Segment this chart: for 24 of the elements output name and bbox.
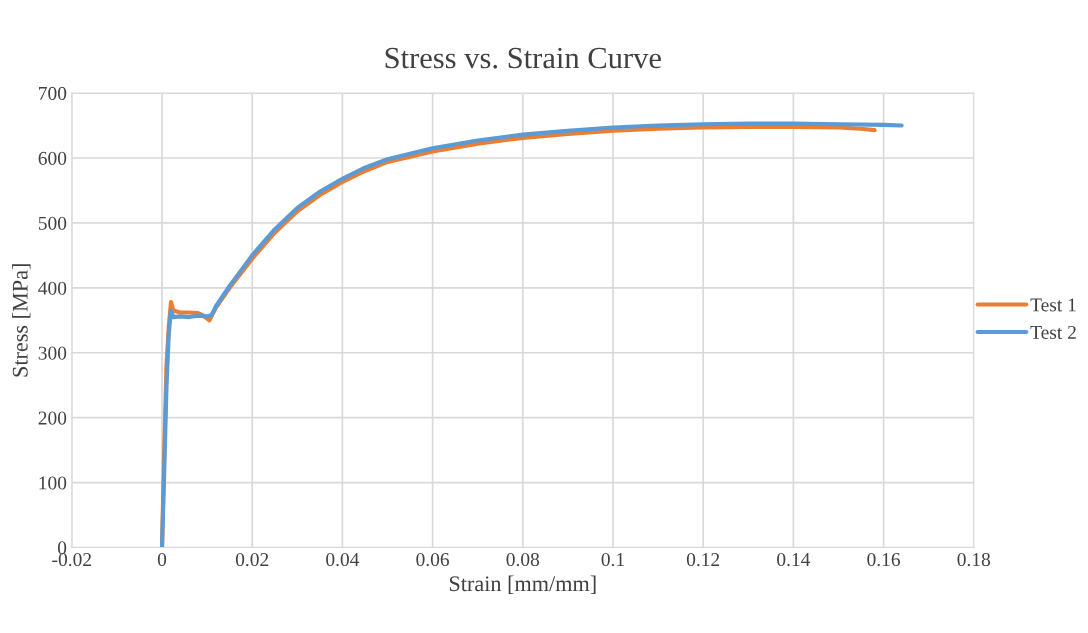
x-tick-label: -0.02 xyxy=(52,552,91,567)
y-tick-label: 700 xyxy=(39,86,67,100)
y-axis-title: Stress [MPa] xyxy=(12,264,31,377)
y-tick-label: 600 xyxy=(38,151,67,165)
y-tick-label: 200 xyxy=(38,411,67,425)
y-tick-label: 100 xyxy=(39,476,67,490)
x-tick-label: 0.14 xyxy=(777,552,811,567)
x-tick-label: 0.12 xyxy=(686,552,720,567)
x-tick-label: 0.1 xyxy=(601,552,624,567)
x-tick-label: 0.08 xyxy=(506,552,540,567)
y-tick-label: 300 xyxy=(38,346,67,360)
x-tick-label: 0.16 xyxy=(867,552,900,567)
x-tick-label: 0 xyxy=(157,552,167,567)
x-axis-title: Strain [mm/mm] xyxy=(449,575,596,594)
y-tick-label: 0 xyxy=(57,541,67,555)
chart-title: Stress vs. Strain Curve xyxy=(385,47,661,69)
x-tick-label: 0.06 xyxy=(416,552,450,567)
legend-label: Test 2 xyxy=(1030,325,1076,339)
x-tick-label: 0.02 xyxy=(235,552,269,567)
x-tick-label: 0.04 xyxy=(326,552,360,567)
y-tick-label: 500 xyxy=(38,216,67,230)
y-tick-label: 400 xyxy=(38,281,67,295)
x-tick-label: 0.18 xyxy=(957,552,991,567)
legend-label: Test 1 xyxy=(1030,298,1076,312)
